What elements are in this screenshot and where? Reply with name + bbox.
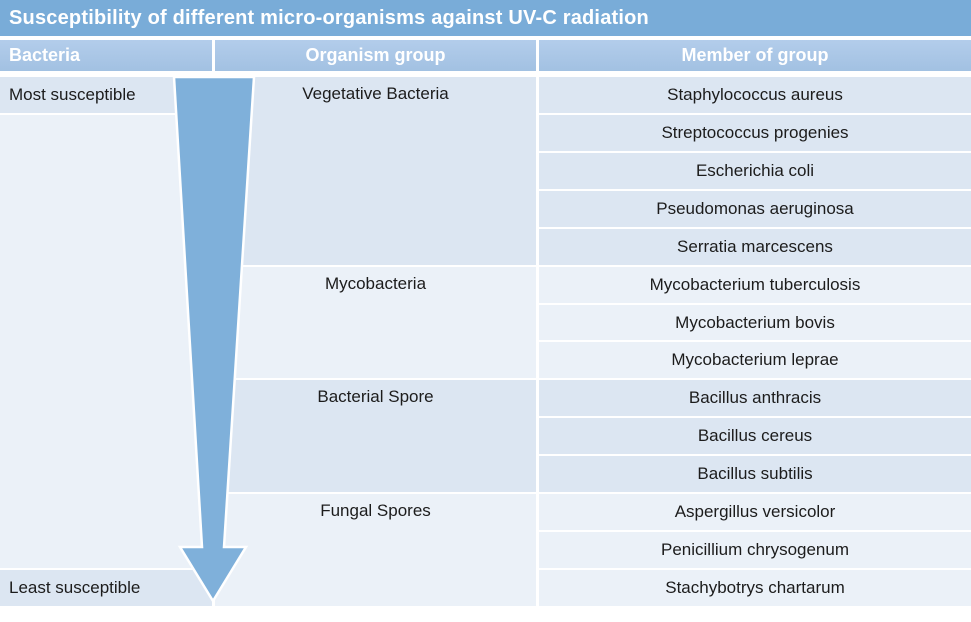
member-cell: Mycobacterium bovis <box>539 304 971 341</box>
column-header-bacteria: Bacteria <box>0 40 212 71</box>
member-cell: Penicillium chrysogenum <box>539 532 971 569</box>
column-header-organism-group: Organism group <box>215 40 536 71</box>
table-body: Most susceptible Least susceptible Veget… <box>0 77 971 606</box>
member-cell: Pseudomonas aeruginosa <box>539 190 971 227</box>
group-cell-fungal-spores: Fungal Spores <box>215 494 536 606</box>
least-susceptible-label: Least susceptible <box>0 570 212 606</box>
member-cell: Aspergillus versicolor <box>539 494 971 531</box>
table-header-row: Bacteria Organism group Member of group <box>0 40 971 71</box>
page-title: Susceptibility of different micro-organi… <box>9 6 649 29</box>
group-cell-bacterial-spore: Bacterial Spore <box>215 380 536 493</box>
member-cell: Bacillus subtilis <box>539 456 971 493</box>
member-cell: Streptococcus progenies <box>539 114 971 151</box>
member-cell: Serratia marcescens <box>539 228 971 265</box>
title-bar: Susceptibility of different micro-organi… <box>0 0 971 36</box>
column-header-member-of-group: Member of group <box>539 40 971 71</box>
member-cell: Bacillus anthracis <box>539 380 971 417</box>
member-cell: Escherichia coli <box>539 152 971 189</box>
most-susceptible-label: Most susceptible <box>0 77 212 113</box>
susceptibility-scale-spacer-cell <box>0 114 212 569</box>
member-cell: Mycobacterium leprae <box>539 342 971 379</box>
member-cell: Mycobacterium tuberculosis <box>539 266 971 303</box>
member-cell: Staphylococcus aureus <box>539 77 971 113</box>
member-cell: Stachybotrys chartarum <box>539 570 971 606</box>
group-cell-mycobacteria: Mycobacteria <box>215 266 536 379</box>
group-cell-vegetative-bacteria: Vegetative Bacteria <box>215 77 536 265</box>
member-cell: Bacillus cereus <box>539 418 971 455</box>
